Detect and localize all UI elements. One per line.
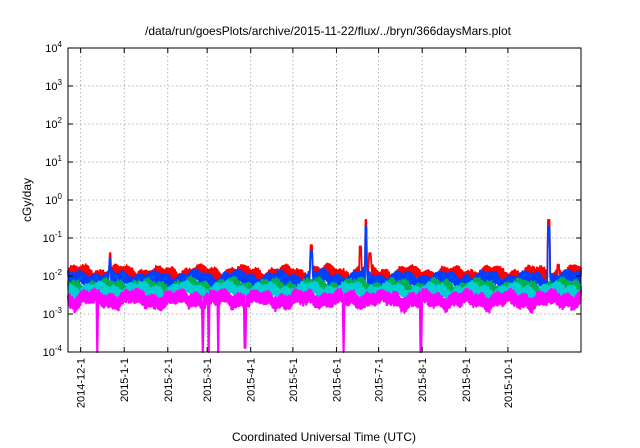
x-tick-label: 2015-10-1 — [503, 358, 515, 408]
y-tick-label: 104 — [45, 40, 62, 55]
y-tick-label: 10-4 — [43, 344, 63, 359]
x-tick-label: 2015-3-1 — [202, 358, 214, 402]
series-group — [66, 218, 583, 354]
x-tick-label: 2015-8-1 — [417, 358, 429, 402]
x-tick-label: 2015-6-1 — [331, 358, 343, 402]
y-axis-label: cGy/day — [20, 178, 34, 222]
series-line-2 — [67, 225, 582, 295]
y-tick-label: 10-3 — [43, 306, 63, 321]
y-tick-label: 10-1 — [43, 230, 63, 245]
y-axis: 10-4 10-3 10-2 10-1 100 101 102 103 104 — [43, 40, 581, 359]
x-tick-label: 2015-2-1 — [163, 358, 175, 402]
y-tick-label: 102 — [45, 116, 62, 131]
y-tick-label: 100 — [45, 192, 62, 207]
x-tick-label: 2015-1-1 — [119, 358, 131, 402]
x-tick-label: 2015-5-1 — [288, 358, 300, 402]
y-tick-label: 10-2 — [43, 268, 63, 283]
x-tick-label: 2015-9-1 — [461, 358, 473, 402]
chart-title: /data/run/goesPlots/archive/2015-11-22/f… — [145, 24, 512, 38]
x-axis-label: Coordinated Universal Time (UTC) — [232, 430, 416, 444]
x-tick-label: 2015-7-1 — [374, 358, 386, 402]
x-tick-label: 2015-4-1 — [246, 358, 258, 402]
y-tick-label: 101 — [45, 154, 62, 169]
x-axis: 2014-12-1 2015-1-1 2015-2-1 2015-3-1 2015-4-… — [76, 48, 515, 408]
x-tick-label: 2014-12-1 — [76, 358, 88, 408]
y-tick-label: 103 — [45, 78, 62, 93]
series-line-5 — [66, 287, 583, 354]
